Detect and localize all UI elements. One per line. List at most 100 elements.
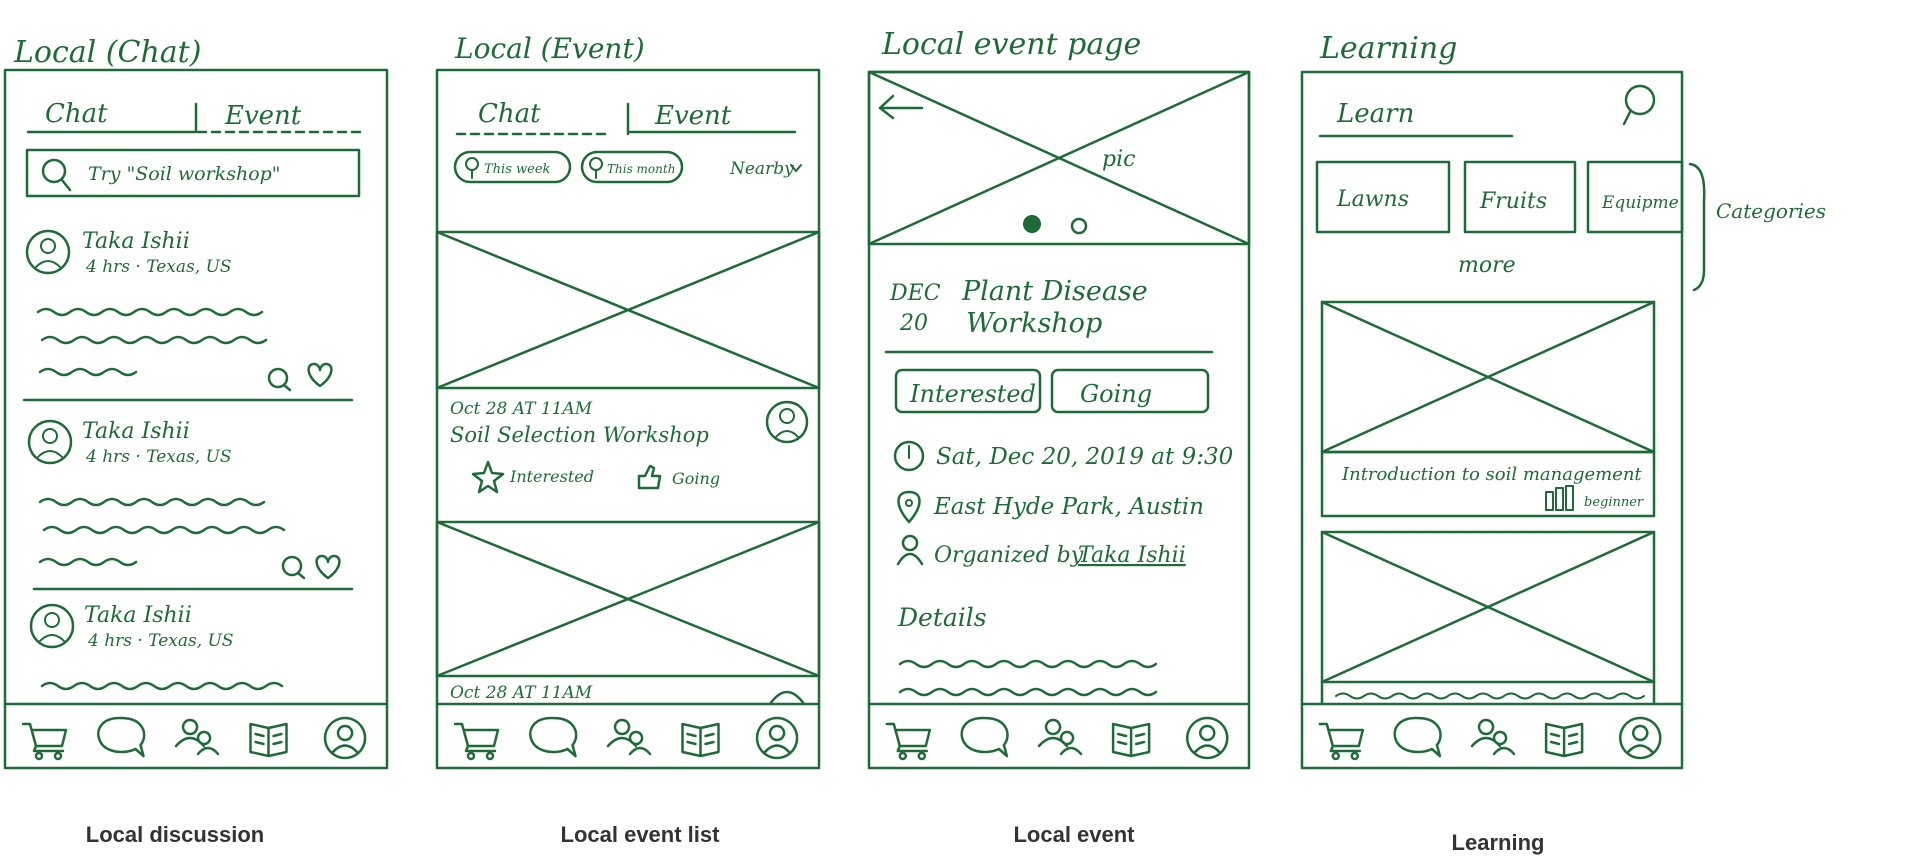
- pic-label: pic: [1102, 147, 1135, 172]
- interested-button[interactable]: Interested: [894, 368, 1042, 414]
- tab-chat[interactable]: Chat: [478, 99, 541, 129]
- community-icon[interactable]: [1470, 718, 1516, 756]
- tab-chat[interactable]: Chat: [45, 99, 108, 129]
- clock-icon: [893, 440, 925, 472]
- bottom-navigation-layer: [21, 716, 1662, 761]
- bottom-nav-bar: [885, 716, 1229, 761]
- interested-label: Interested: [509, 467, 594, 486]
- chat-bubble-icon[interactable]: [960, 716, 1009, 758]
- chat-bubble-icon[interactable]: [529, 716, 578, 758]
- post-item[interactable]: Taka Ishii 4 hrs · Texas, US: [29, 603, 284, 691]
- event-image-placeholder[interactable]: [435, 520, 821, 678]
- community-icon[interactable]: [606, 718, 652, 756]
- category-label: Equipme: [1601, 193, 1679, 213]
- details-heading: Details: [897, 603, 987, 632]
- screen-local-event-list: Local (Event) Chat Event This week This …: [435, 32, 821, 770]
- profile-icon[interactable]: [1186, 716, 1229, 760]
- avatar: [27, 419, 73, 465]
- profile-icon[interactable]: [1619, 716, 1662, 760]
- organizer-prefix: Organized by: [934, 543, 1084, 568]
- course-card[interactable]: Introduction to soil management beginner: [1320, 300, 1656, 518]
- course-level: beginner: [1584, 495, 1644, 510]
- back-arrow-icon[interactable]: [878, 94, 924, 120]
- category-label: Lawns: [1336, 187, 1409, 212]
- learn-search-label: Learn: [1336, 99, 1414, 129]
- search-icon: [41, 158, 72, 192]
- person-icon: [896, 534, 924, 566]
- categories-bracket: [1688, 162, 1706, 292]
- screen-local-event-page: Local event page pic DEC 20 Plant Diseas…: [867, 27, 1251, 770]
- going-button[interactable]: Going: [637, 464, 720, 490]
- category-label: Fruits: [1479, 189, 1547, 214]
- tab-event[interactable]: Event: [654, 101, 732, 131]
- location-pin-icon: [897, 490, 921, 524]
- community-icon[interactable]: [1037, 718, 1083, 756]
- cart-icon[interactable]: [885, 722, 932, 761]
- screen-learning: Learning Learn Lawns Fruits Equipme more…: [1300, 31, 1826, 770]
- search-input[interactable]: Try "Soil workshop": [25, 148, 361, 198]
- avatar: [765, 400, 809, 444]
- event-card[interactable]: Oct 28 AT 11AM Soil Selection Workshop I…: [450, 399, 809, 494]
- cart-icon[interactable]: [453, 722, 500, 761]
- date-month: DEC: [889, 281, 941, 306]
- location-text: East Hyde Park, Austin: [933, 494, 1204, 520]
- screen-local-chat: Local (Chat) Chat Event Try "Soil worksh…: [3, 35, 389, 770]
- chevron-down-icon: [790, 164, 802, 172]
- category-equipment[interactable]: Equipme: [1586, 160, 1684, 234]
- going-label: Going: [672, 469, 720, 488]
- screen-title: Local (Chat): [13, 35, 201, 70]
- profile-icon[interactable]: [755, 716, 799, 760]
- going-button[interactable]: Going: [1050, 368, 1210, 414]
- phone-frame: [435, 68, 821, 770]
- community-icon[interactable]: [174, 718, 220, 756]
- screen-title: Local (Event): [454, 32, 645, 65]
- comment-icon[interactable]: [281, 555, 306, 580]
- more-categories-link[interactable]: more: [1458, 253, 1516, 278]
- filter-chip-this-month[interactable]: This month: [580, 150, 684, 184]
- phone-frame: [3, 68, 389, 770]
- post-item[interactable]: Taka Ishii 4 hrs · Texas, US: [25, 229, 333, 392]
- cart-icon[interactable]: [21, 722, 68, 761]
- carousel-dot-active[interactable]: [1023, 215, 1041, 233]
- learn-search-input[interactable]: Learn: [1318, 99, 1514, 138]
- search-placeholder: Try "Soil workshop": [88, 163, 281, 185]
- post-item[interactable]: Taka Ishii 4 hrs · Texas, US: [27, 419, 341, 580]
- filter-chip-this-week[interactable]: This week: [453, 150, 572, 184]
- phone-frame: [1300, 70, 1684, 770]
- carousel-dot[interactable]: [1070, 217, 1088, 235]
- book-icon[interactable]: [1544, 722, 1584, 758]
- heart-icon[interactable]: [307, 362, 333, 388]
- interested-button[interactable]: Interested: [471, 460, 594, 494]
- heart-icon[interactable]: [315, 554, 341, 580]
- category-lawns[interactable]: Lawns: [1315, 160, 1451, 234]
- chat-bubble-icon[interactable]: [97, 716, 146, 758]
- course-card[interactable]: [1320, 530, 1656, 706]
- cart-icon[interactable]: [1318, 722, 1365, 761]
- avatar: [25, 229, 71, 275]
- book-icon[interactable]: [1111, 722, 1151, 758]
- event-title-line2: Workshop: [966, 308, 1102, 339]
- bottom-nav-bar: [453, 716, 799, 761]
- thumbs-up-icon: [637, 464, 662, 490]
- tab-event[interactable]: Event: [224, 101, 302, 131]
- search-icon[interactable]: [1622, 84, 1656, 126]
- event-date: Oct 28 AT 11AM: [450, 399, 593, 419]
- filter-label: This week: [484, 162, 551, 177]
- avatar: [768, 690, 806, 706]
- event-location[interactable]: East Hyde Park, Austin: [897, 490, 1204, 524]
- book-icon[interactable]: [681, 722, 720, 758]
- avatar: [29, 603, 75, 649]
- event-image-placeholder[interactable]: [435, 230, 821, 390]
- event-date: Oct 28 AT 11AM: [450, 683, 593, 703]
- nearby-dropdown[interactable]: Nearby: [729, 159, 802, 179]
- organizer-link[interactable]: Taka Ishii: [1078, 543, 1186, 568]
- date-day: 20: [899, 311, 928, 336]
- chat-bubble-icon[interactable]: [1393, 716, 1442, 758]
- profile-icon[interactable]: [323, 716, 367, 760]
- comment-icon[interactable]: [267, 367, 292, 392]
- event-title-line1: Plant Disease: [961, 276, 1148, 307]
- bottom-nav-bar: [1318, 716, 1662, 761]
- book-icon[interactable]: [249, 722, 288, 758]
- category-fruits[interactable]: Fruits: [1463, 160, 1577, 234]
